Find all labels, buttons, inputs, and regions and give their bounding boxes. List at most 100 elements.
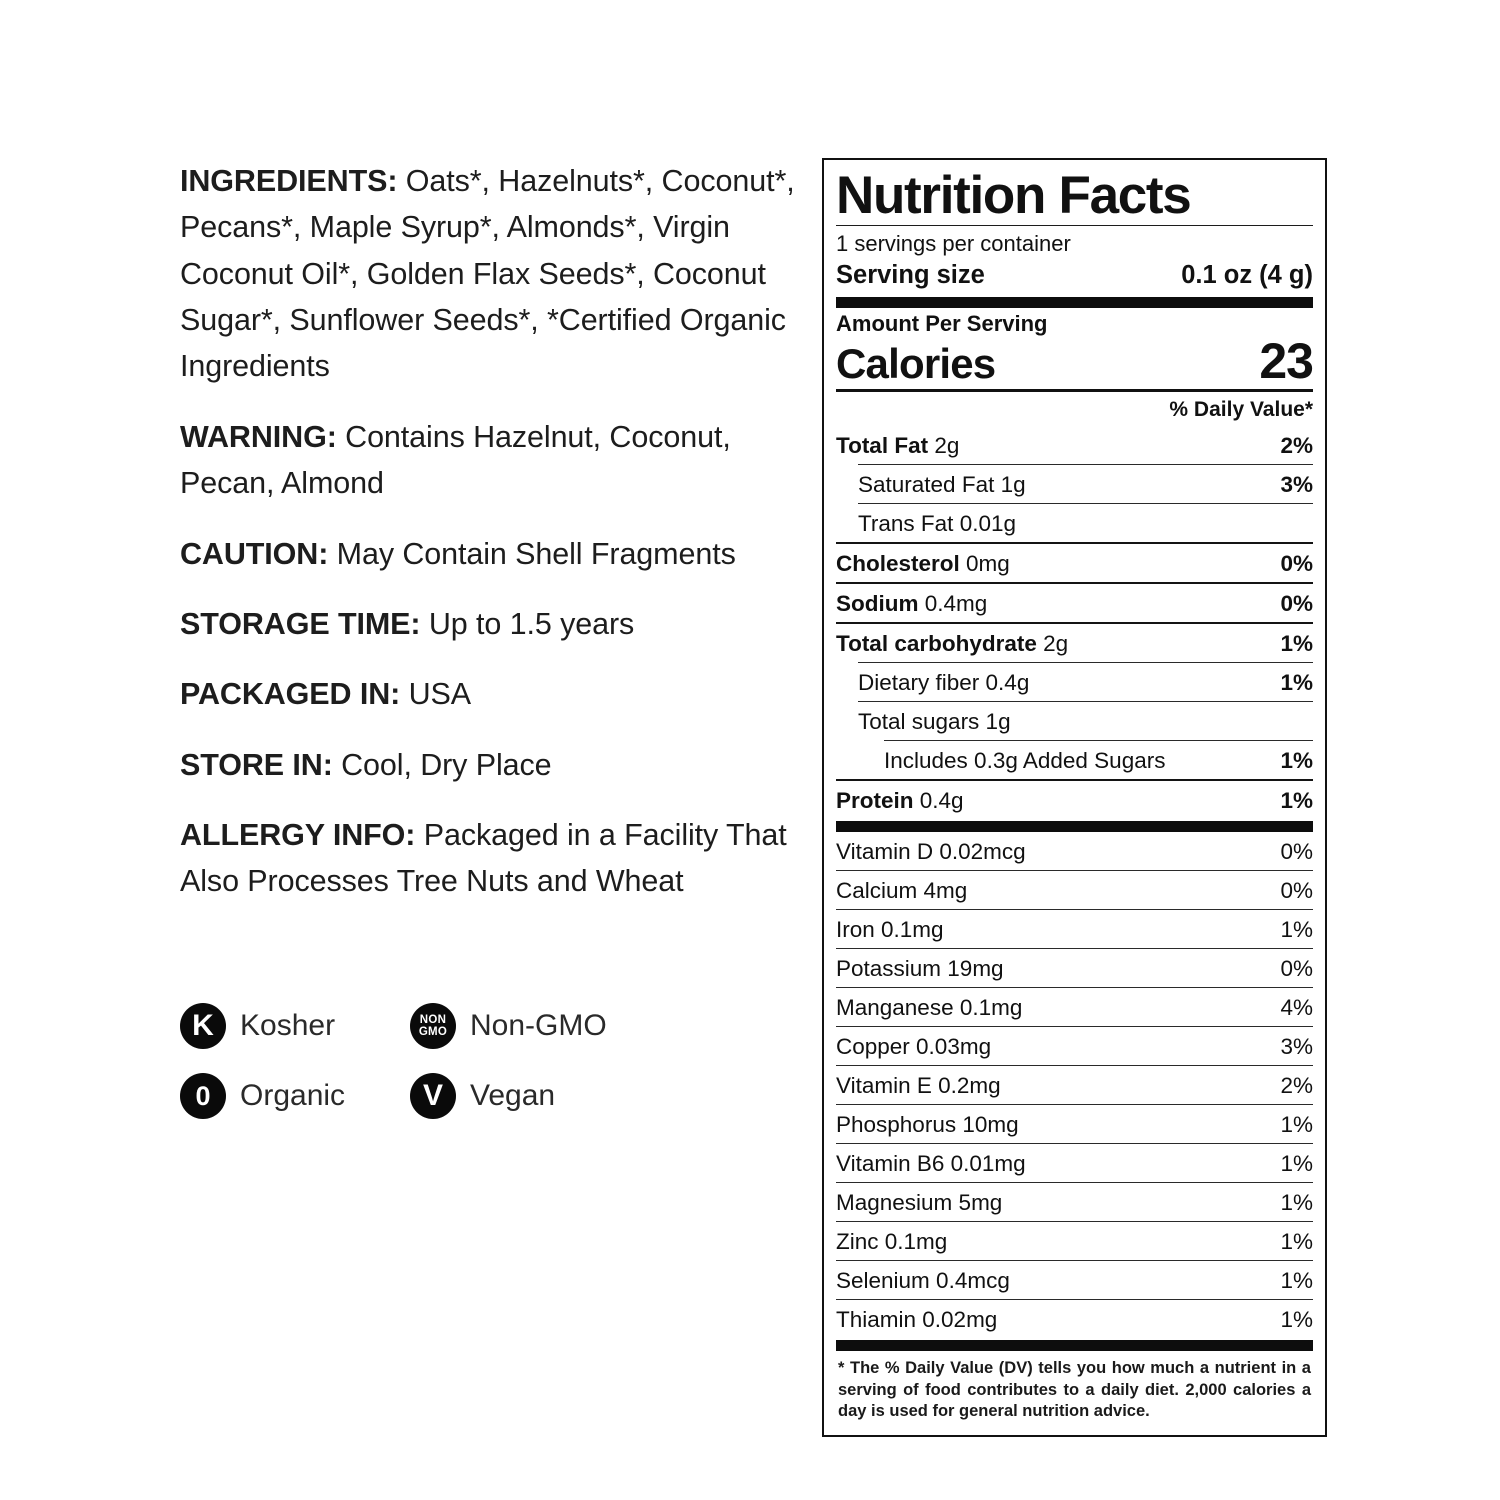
- warning-label: WARNING:: [180, 419, 337, 454]
- thick-divider-footnote: [836, 1340, 1313, 1352]
- servings-per-container: 1 servings per container: [836, 231, 1071, 257]
- non-gmo-badge-icon: NON GMO: [410, 1003, 456, 1049]
- micronutrient-rows: Vitamin D 0.02mcg 0% Calcium 4mg 0% Iron 0.1…: [836, 832, 1313, 1338]
- micronutrient-daily-value: 0%: [1280, 839, 1313, 865]
- nutrient-name: Includes 0.3g Added Sugars: [884, 747, 1165, 774]
- serving-size-row: Serving size 0.1 oz (4 g): [836, 259, 1313, 295]
- serving-size-label: Serving size: [836, 260, 985, 289]
- ingredients-value: Oats*, Hazelnuts*, Coconut*, Pecans*, Ma…: [180, 164, 795, 384]
- product-info-column: INGREDIENTS: Oats*, Hazelnuts*, Coconut*…: [180, 158, 795, 929]
- nutrient-name: Sodium 0.4mg: [836, 590, 987, 617]
- nutrient-row-dietary-fiber: Dietary fiber 0.4g 1%: [858, 662, 1313, 701]
- nutrient-line: Trans Fat 0.01g: [858, 503, 1313, 542]
- info-block-storage-time: STORAGE TIME: Up to 1.5 years: [180, 601, 795, 647]
- micronutrient-label: Thiamin 0.02mg: [836, 1307, 998, 1333]
- nutrient-label: Trans Fat 0.01g: [858, 511, 1016, 537]
- non-gmo-glyph-line2: GMO: [418, 1026, 448, 1038]
- nutrient-label: Sodium: [836, 591, 919, 617]
- info-block-store-in: STORE IN: Cool, Dry Place: [180, 742, 795, 788]
- micronutrient-daily-value: 0%: [1280, 956, 1313, 982]
- info-block-caution: CAUTION: May Contain Shell Fragments: [180, 531, 795, 577]
- micronutrient-label: Zinc 0.1mg: [836, 1229, 948, 1255]
- caution-label: CAUTION:: [180, 536, 329, 571]
- nutrient-amount: 2g: [1036, 631, 1069, 657]
- micronutrient-row-vitamin-d: Vitamin D 0.02mcg 0%: [836, 832, 1313, 870]
- badge-kosher: K Kosher: [180, 1003, 410, 1049]
- micronutrient-row-zinc: Zinc 0.1mg 1%: [836, 1221, 1313, 1260]
- vegan-badge-icon: V: [410, 1073, 456, 1119]
- info-block-warning: WARNING: Contains Hazelnut, Coconut, Pec…: [180, 414, 795, 507]
- micronutrient-row-calcium: Calcium 4mg 0%: [836, 870, 1313, 909]
- nutrient-row-total-sugars: Total sugars 1g: [858, 701, 1313, 740]
- nutrient-name: Total sugars 1g: [858, 708, 1011, 735]
- nutrient-line: Sodium 0.4mg 0%: [836, 582, 1313, 622]
- nutrient-amount: 0mg: [959, 551, 1010, 577]
- info-block-ingredients: INGREDIENTS: Oats*, Hazelnuts*, Coconut*…: [180, 158, 795, 390]
- nutrient-label: Protein: [836, 788, 914, 814]
- kosher-label: Kosher: [240, 1009, 336, 1042]
- nutrient-name: Dietary fiber 0.4g: [858, 669, 1029, 696]
- nutrient-amount: 0.4mg: [918, 591, 988, 617]
- nutrient-label: Total sugars 1g: [858, 709, 1011, 735]
- micronutrient-daily-value: 1%: [1280, 1307, 1313, 1333]
- micronutrient-label: Selenium 0.4mcg: [836, 1268, 1010, 1294]
- vegan-glyph: V: [422, 1079, 443, 1112]
- nutrient-rows: Total Fat 2g 2% Saturated Fat 1g 3% Trans Fa…: [836, 426, 1313, 819]
- micronutrient-label: Potassium 19mg: [836, 956, 1004, 982]
- non-gmo-label: Non-GMO: [470, 1009, 607, 1042]
- certification-badges: K Kosher NON GMO Non-GMO 0 Organic V Vegan: [180, 1003, 650, 1143]
- organic-glyph: 0: [195, 1080, 211, 1111]
- store-in-value: Cool, Dry Place: [332, 747, 552, 782]
- non-gmo-glyph: NON GMO: [419, 1014, 447, 1039]
- storage-time-label: STORAGE TIME:: [180, 606, 421, 641]
- title-rule: [836, 225, 1313, 227]
- kosher-glyph: K: [192, 1009, 214, 1042]
- nutrient-daily-value: 1%: [1280, 788, 1313, 814]
- micronutrient-label: Calcium 4mg: [836, 878, 968, 904]
- nutrient-line: Total Fat 2g 2%: [836, 426, 1313, 464]
- amount-per-serving-label: Amount Per Serving: [836, 311, 1048, 337]
- nutrient-line: Total sugars 1g: [858, 701, 1313, 740]
- info-block-allergy-info: ALLERGY INFO: Packaged in a Facility Tha…: [180, 812, 795, 905]
- nutrient-daily-value: 0%: [1280, 551, 1313, 577]
- allergy-info-value: Packaged in a Facility That Also Process…: [180, 817, 787, 899]
- nutrient-name: Cholesterol 0mg: [836, 550, 1010, 577]
- nutrient-label: Total carbohydrate: [836, 631, 1037, 657]
- nutrient-daily-value: 2%: [1280, 433, 1313, 459]
- nutrient-line: Protein 0.4g 1%: [836, 779, 1313, 819]
- nutrient-row-added-sugars: Includes 0.3g Added Sugars 1%: [884, 740, 1313, 779]
- daily-value-header: % Daily Value*: [1169, 398, 1313, 422]
- nutrition-facts-panel: Nutrition Facts 1 servings per container…: [822, 158, 1327, 1437]
- nutrient-row-protein: Protein 0.4g 1%: [836, 779, 1313, 819]
- allergy-info-label: ALLERGY INFO:: [180, 817, 416, 852]
- serving-size-value: 0.1 oz (4 g): [1181, 260, 1313, 289]
- micronutrient-row-selenium: Selenium 0.4mcg 1%: [836, 1260, 1313, 1299]
- nutrient-daily-value: 0%: [1280, 591, 1313, 617]
- organic-label: Organic: [240, 1079, 346, 1112]
- micronutrient-label: Iron 0.1mg: [836, 917, 944, 943]
- nutrient-row-cholesterol: Cholesterol 0mg 0%: [836, 542, 1313, 582]
- micronutrient-row-vitamin-e: Vitamin E 0.2mg 2%: [836, 1065, 1313, 1104]
- micronutrient-label: Phosphorus 10mg: [836, 1112, 1019, 1138]
- nutrient-line: Saturated Fat 1g 3%: [858, 464, 1313, 503]
- badge-non-gmo: NON GMO Non-GMO: [410, 1003, 607, 1049]
- nutrient-name: Protein 0.4g: [836, 787, 964, 814]
- nutrient-name: Saturated Fat 1g: [858, 471, 1026, 498]
- nutrient-label: Includes 0.3g Added Sugars: [884, 748, 1166, 774]
- badge-vegan: V Vegan: [410, 1073, 555, 1119]
- caution-value: May Contain Shell Fragments: [328, 536, 736, 571]
- micronutrient-label: Magnesium 5mg: [836, 1190, 1003, 1216]
- nutrient-row-total-carbohydrate: Total carbohydrate 2g 1%: [836, 622, 1313, 662]
- micronutrient-label: Vitamin D 0.02mcg: [836, 839, 1026, 865]
- micronutrient-daily-value: 4%: [1280, 995, 1313, 1021]
- micronutrient-row-iron: Iron 0.1mg 1%: [836, 909, 1313, 948]
- nutrient-label: Total Fat: [836, 433, 929, 459]
- packaged-in-value: USA: [400, 677, 472, 712]
- nutrient-label: Dietary fiber 0.4g: [858, 670, 1030, 696]
- vegan-label: Vegan: [470, 1079, 556, 1112]
- calories-label: Calories: [836, 339, 996, 387]
- micronutrient-label: Vitamin E 0.2mg: [836, 1073, 1001, 1099]
- nutrient-name: Total carbohydrate 2g: [836, 630, 1068, 657]
- thick-divider-micronutrients: [836, 821, 1313, 833]
- micronutrient-row-magnesium: Magnesium 5mg 1%: [836, 1182, 1313, 1221]
